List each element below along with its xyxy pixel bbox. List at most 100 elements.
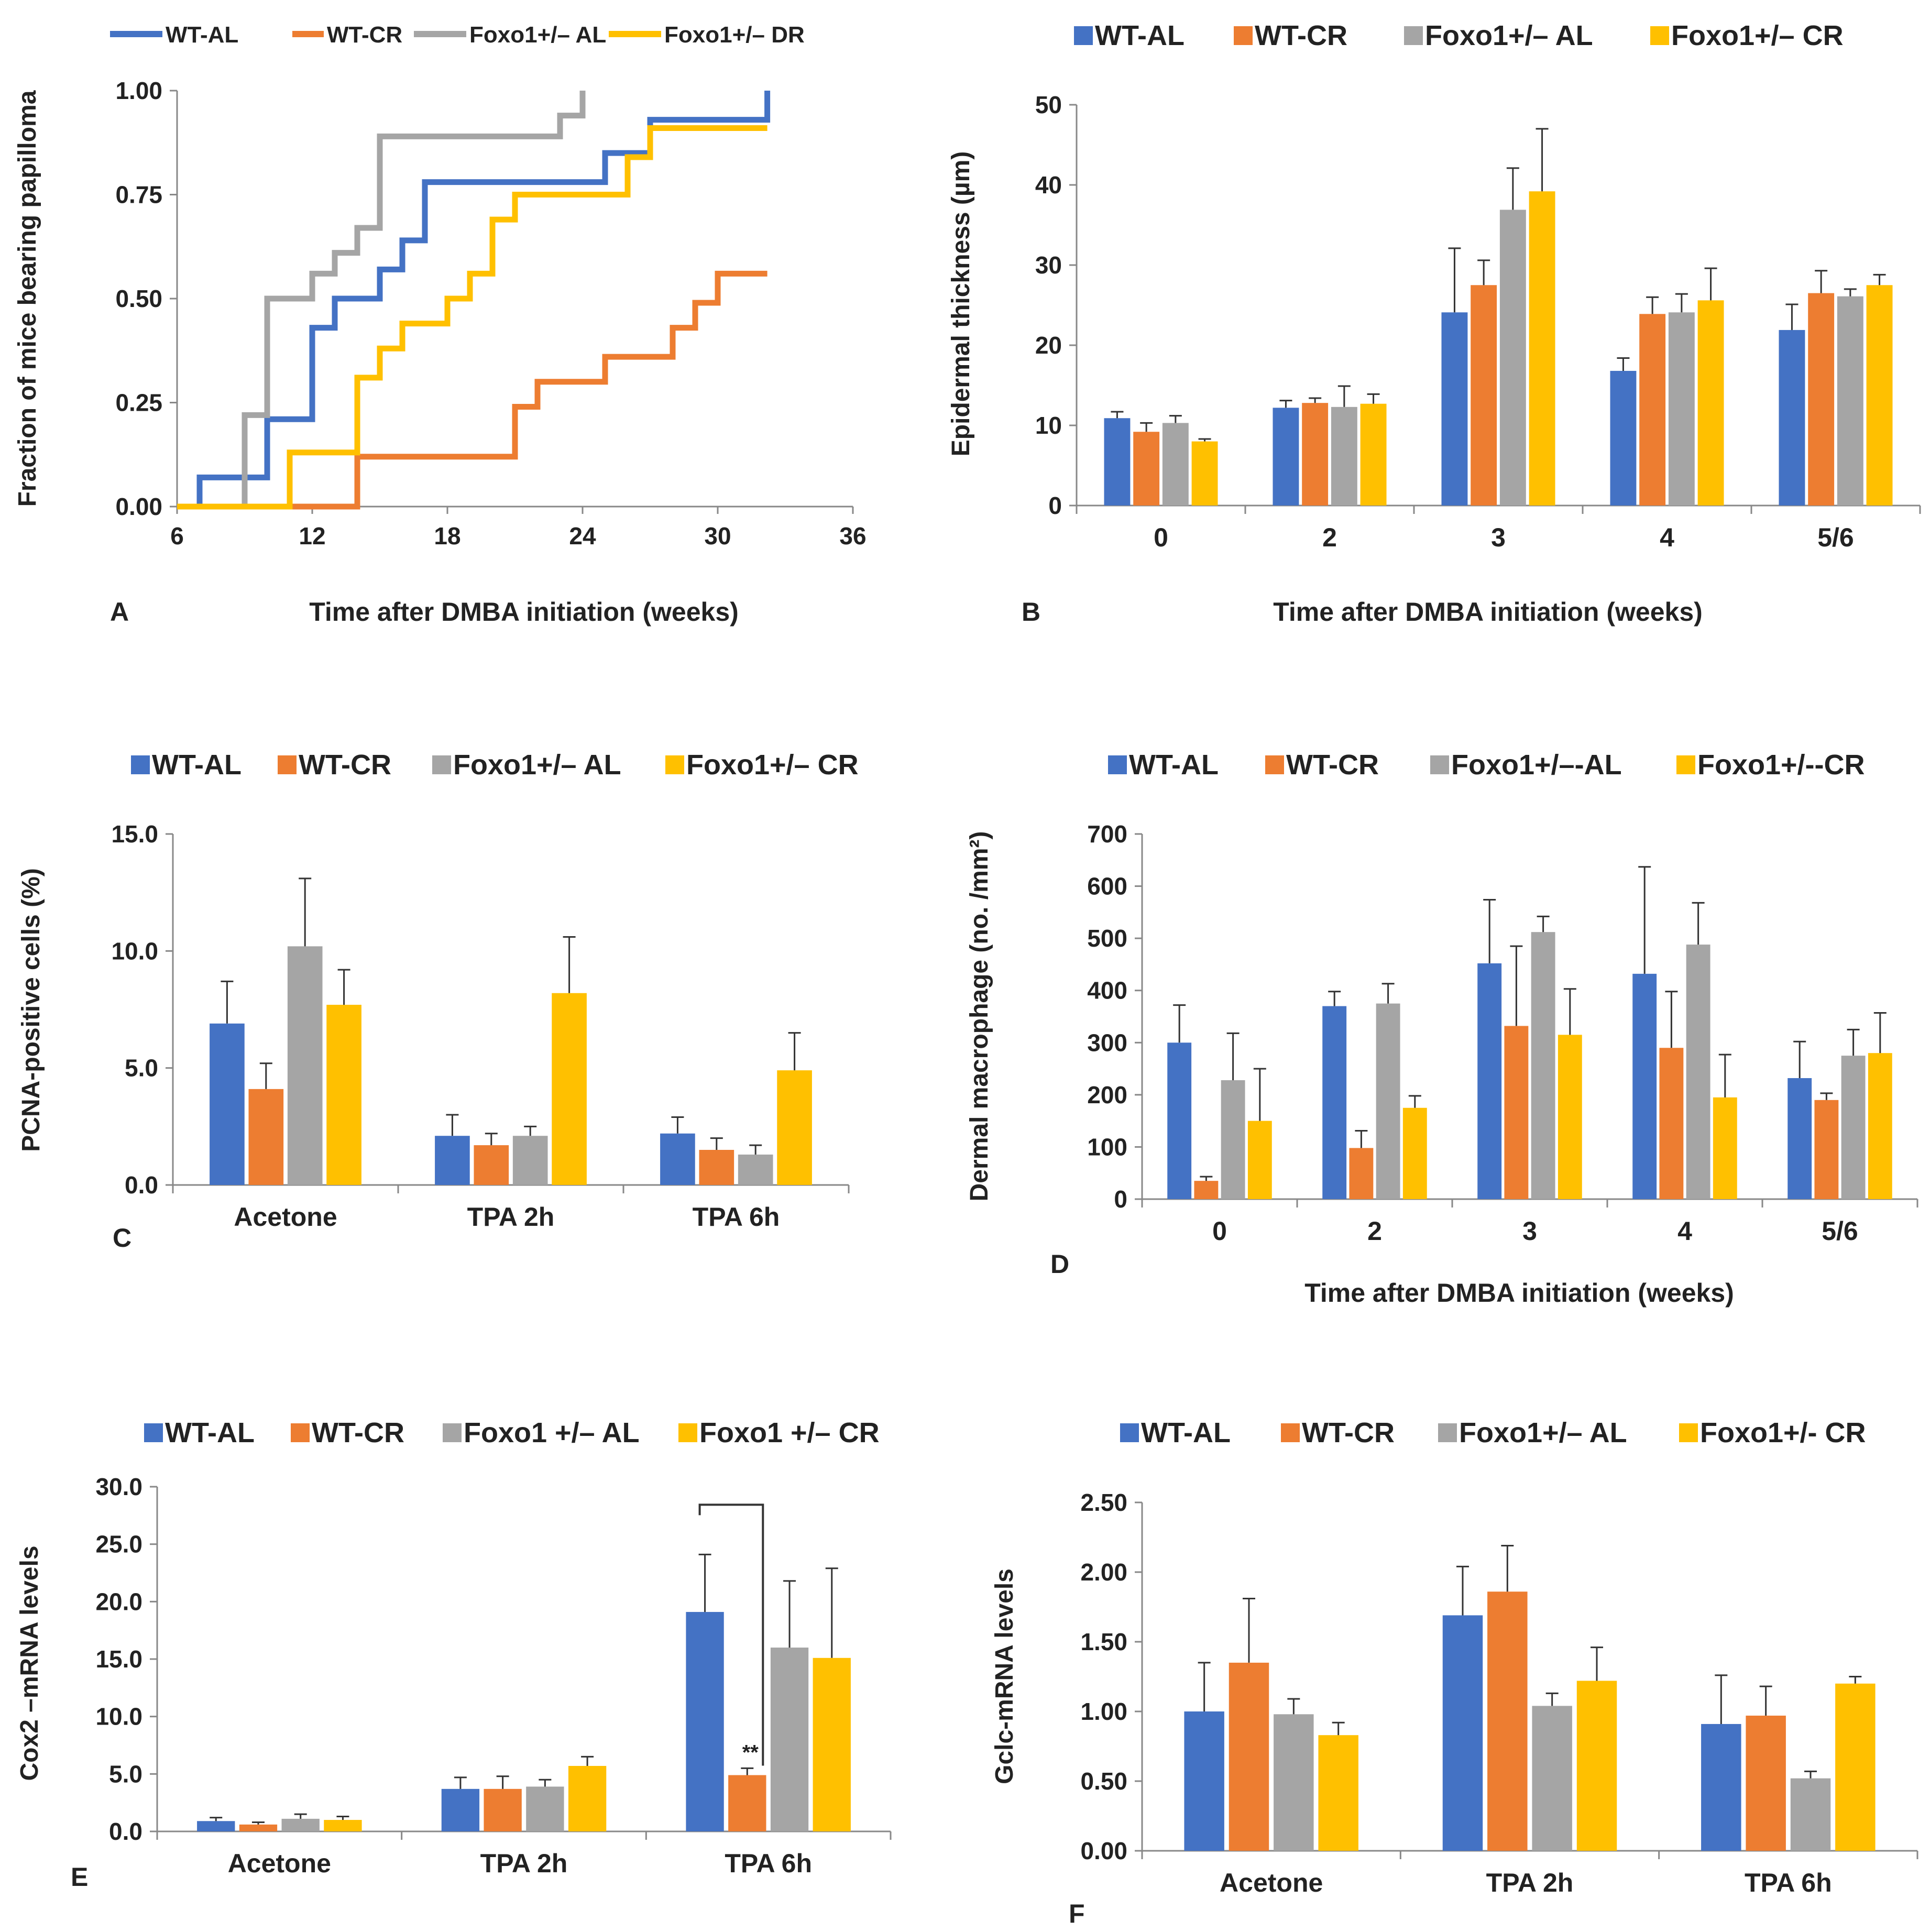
bar: [474, 1145, 509, 1185]
legend-swatch: [1650, 26, 1669, 45]
y-tick-label: 0.00: [1080, 1837, 1127, 1864]
survival-line-2: [177, 270, 767, 510]
bar: [686, 1612, 724, 1831]
legend-label: WT-CR: [327, 22, 402, 48]
bar: [1302, 403, 1329, 506]
panel-label: F: [1069, 1899, 1085, 1928]
legend-swatch: [1281, 1423, 1300, 1442]
bar: [1866, 285, 1893, 506]
bar: [728, 1775, 766, 1831]
legend-label: WT-AL: [1129, 749, 1219, 781]
y-tick-label: 0.50: [1080, 1768, 1127, 1795]
bar: [1576, 1681, 1617, 1851]
bar: [1360, 403, 1387, 506]
legend-swatch: [1438, 1423, 1457, 1442]
legend-b: WT-AL WT-CR Foxo1+/– AL Foxo1+/– CR: [1074, 20, 1844, 51]
bar: [1191, 441, 1218, 506]
y-tick-label: 0.0: [125, 1171, 158, 1199]
panel-c: 0.0 5.0 10.0 15.0 PCNA-positive cells (%) C Ac…: [17, 820, 850, 1253]
bar: [1133, 432, 1160, 506]
bar: [1610, 370, 1637, 506]
panel-a: 0.00 0.25 0.50 0.75 1.00 Fraction of mice bea…: [14, 77, 867, 627]
bar: [1274, 1714, 1314, 1851]
bar: [1273, 408, 1299, 506]
survival-line-3: [177, 91, 586, 510]
y-tick-label: 0: [1114, 1185, 1127, 1213]
legend-swatch: [131, 755, 150, 774]
x-tick-label: Acetone: [228, 1849, 331, 1878]
legend-swatch: [1074, 26, 1093, 45]
x-tick-label: 3: [1522, 1216, 1537, 1246]
legend-label: Foxo1+/– CR: [1671, 20, 1844, 51]
bar: [1442, 1615, 1483, 1851]
legend-label: WT-CR: [1302, 1417, 1395, 1448]
bar: [1779, 330, 1805, 506]
bar: [1639, 314, 1666, 506]
bar: [1814, 1100, 1839, 1199]
y-tick-label: 10.0: [111, 937, 158, 964]
x-tick-label: 0: [1154, 523, 1168, 552]
legend-swatch: [665, 755, 684, 774]
y-tick-label: 200: [1087, 1081, 1127, 1108]
bar: [1331, 407, 1357, 506]
significance-label: **: [742, 1741, 759, 1764]
x-tick-label: TPA 6h: [693, 1202, 780, 1232]
legend-label: Foxo1+/- CR: [1700, 1417, 1866, 1448]
legend-label: Foxo1+/– AL: [1459, 1417, 1627, 1448]
legend-c: WT-AL WT-CR Foxo1+/– AL Foxo1+/– CR: [131, 749, 859, 781]
x-tick-label: Acetone: [1220, 1868, 1323, 1897]
legend-swatch: [1404, 26, 1423, 45]
x-tick-label: TPA 6h: [725, 1849, 812, 1878]
bar: [210, 1023, 245, 1185]
legend-swatch: [278, 755, 297, 774]
bar: [1659, 1048, 1684, 1199]
legend-swatch: [1108, 755, 1127, 774]
y-axis-label: PCNA-positive cells (%): [17, 868, 45, 1151]
bar: [248, 1089, 284, 1185]
y-tick-label: 0: [1048, 492, 1062, 519]
bar: [1713, 1097, 1737, 1199]
x-tick-label: 6: [170, 522, 184, 550]
x-tick-label: 18: [434, 522, 460, 550]
bar: [1184, 1711, 1224, 1851]
significance-bracket: [698, 1503, 764, 1766]
y-tick-label: 40: [1035, 171, 1062, 199]
legend-f: WT-AL WT-CR Foxo1+/– AL Foxo1+/- CR: [1120, 1417, 1866, 1448]
bar: [484, 1788, 522, 1831]
panel-label: E: [71, 1862, 88, 1892]
y-tick-label: 50: [1035, 91, 1062, 118]
bar: [552, 993, 587, 1185]
legend-swatch: [144, 1423, 163, 1442]
bar: [1504, 1026, 1529, 1199]
legend-label: WT-AL: [166, 22, 238, 48]
legend-swatch: [1234, 26, 1253, 45]
x-tick-label: 12: [299, 522, 325, 550]
x-tick-label: 24: [569, 522, 596, 550]
y-tick-label: 1.00: [115, 77, 162, 104]
legend-label: Foxo1+/– CR: [686, 749, 859, 781]
y-tick-label: 20: [1035, 332, 1062, 359]
y-tick-label: 100: [1087, 1133, 1127, 1160]
bar: [512, 1136, 548, 1185]
x-tick-label: 0: [1212, 1216, 1227, 1246]
bar: [1632, 973, 1657, 1199]
legend-swatch: [1679, 1423, 1698, 1442]
legend-swatch: [678, 1423, 697, 1442]
x-tick-label: 2: [1322, 523, 1337, 552]
x-tick-label: 5/6: [1822, 1216, 1858, 1246]
panel-label: A: [110, 597, 129, 627]
bar: [1788, 1078, 1812, 1199]
legend-swatch: [432, 755, 451, 774]
bar: [1790, 1778, 1831, 1851]
y-tick-label: 400: [1087, 977, 1127, 1004]
bar: [1247, 1121, 1272, 1199]
legend-label: WT-AL: [152, 749, 242, 781]
legend-swatch: [1120, 1423, 1139, 1442]
bar: [568, 1765, 607, 1831]
y-tick-label: 30: [1035, 251, 1062, 279]
y-tick-label: 10.0: [95, 1703, 142, 1730]
bar: [1686, 945, 1710, 1199]
bar: [1349, 1148, 1374, 1199]
bar: [1376, 1003, 1400, 1199]
